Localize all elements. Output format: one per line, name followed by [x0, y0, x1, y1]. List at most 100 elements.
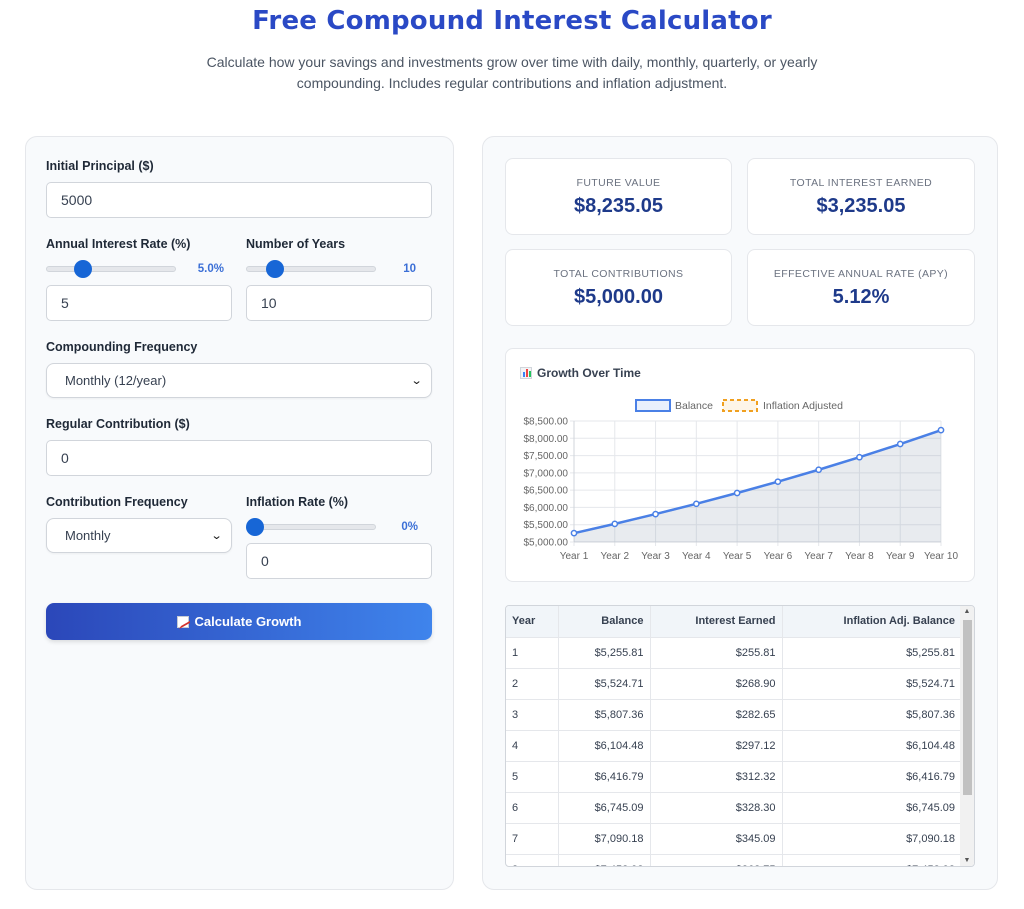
x-tick-label: Year 3: [641, 551, 670, 562]
chart-heading-text: Growth Over Time: [537, 366, 641, 380]
x-tick-label: Year 8: [845, 551, 874, 562]
bar-chart-icon: [520, 367, 532, 379]
table-cell: $7,090.18: [782, 823, 961, 855]
y-tick-label: $5,500.00: [524, 520, 569, 531]
table-cell: $7,090.18: [558, 823, 651, 855]
years-slider-thumb[interactable]: [266, 260, 284, 278]
contributions-label: TOTAL CONTRIBUTIONS: [553, 268, 684, 280]
balance-point: [815, 466, 823, 474]
rate-slider-thumb[interactable]: [74, 260, 92, 278]
table-cell: $7,452.93: [558, 854, 651, 866]
legend-swatch-inflation: [722, 399, 758, 412]
future-value-label: FUTURE VALUE: [576, 177, 661, 189]
interest-earned-value: $3,235.05: [816, 195, 906, 217]
growth-chart: Balance Inflation Adjusted $8,500.00 $8,00…: [524, 399, 959, 562]
table-cell: $6,104.48: [558, 730, 651, 762]
years-input[interactable]: 10: [246, 285, 432, 321]
table-cell: $312.32: [650, 761, 783, 793]
principal-input[interactable]: 5000: [46, 182, 432, 218]
apy-value: 5.12%: [832, 286, 890, 308]
balance-point: [856, 453, 863, 461]
table-cell: $5,807.36: [558, 699, 651, 731]
contribution-freq-select[interactable]: Monthly ⌄: [46, 518, 232, 553]
apy-card: EFFECTIVE ANNUAL RATE (APY) 5.12%: [747, 249, 975, 326]
y-tick-label: $6,500.00: [524, 486, 569, 497]
y-tick-label: $8,000.00: [524, 434, 569, 445]
legend-swatch-balance: [635, 399, 671, 412]
contribution-label: Regular Contribution ($): [46, 417, 190, 431]
rate-input[interactable]: 5: [46, 285, 232, 321]
balance-point: [937, 426, 945, 434]
apy-label: EFFECTIVE ANNUAL RATE (APY): [773, 268, 949, 280]
x-tick-label: Year 5: [723, 551, 752, 562]
contribution-freq-label: Contribution Frequency: [46, 495, 188, 509]
table-cell: $6,104.48: [782, 730, 961, 762]
x-tick-label: Year 1: [560, 551, 589, 562]
chart-heading: Growth Over Time: [520, 366, 641, 380]
table-row: 8$7,452.93$362.75$7,452.93: [506, 854, 961, 866]
input-panel: [25, 136, 454, 890]
y-tick-label: $8,500.00: [524, 417, 569, 428]
table-cell: $5,255.81: [782, 637, 961, 669]
rate-label: Annual Interest Rate (%): [46, 237, 191, 251]
chevron-down-icon: ⌄: [410, 375, 423, 387]
table-row: 1 $5,255.81 $255.81 $5,255.81: [506, 637, 961, 669]
table-cell: $282.65: [650, 699, 783, 731]
table-header: Year: [506, 606, 559, 638]
table-header: Balance: [558, 606, 651, 638]
table-header: Interest Earned: [650, 606, 783, 638]
y-tick-label: $6,000.00: [524, 503, 569, 514]
inflation-slider-thumb[interactable]: [246, 518, 264, 536]
x-tick-label: Year 2: [601, 551, 630, 562]
inflation-label: Inflation Rate (%): [246, 495, 349, 509]
table-row: 3 $5,807.36 $282.65 $5,807.36: [506, 699, 961, 731]
calculate-button[interactable]: Calculate Growth: [46, 603, 432, 640]
table-cell: 4: [506, 730, 559, 762]
scroll-down-icon[interactable]: ▼: [963, 857, 971, 864]
years-slider[interactable]: [246, 259, 376, 279]
balance-point: [733, 489, 741, 497]
table-cell: $6,745.09: [558, 792, 651, 824]
table-cell: 8: [506, 854, 559, 866]
y-tick-label: $7,000.00: [524, 468, 569, 479]
rate-slider[interactable]: [46, 259, 176, 279]
table-cell: 3: [506, 699, 559, 731]
balance-point: [611, 520, 619, 528]
table-cell: 7: [506, 823, 559, 855]
contributions-card: TOTAL CONTRIBUTIONS $5,000.00: [505, 249, 732, 326]
table-cell: $6,416.79: [558, 761, 651, 793]
growth-chart-card: Growth Over Time Balance Inflation Adjust…: [505, 348, 975, 582]
table-row: 5 $6,416.79 $312.32 $6,416.79: [506, 761, 961, 793]
table-header: Inflation Adj. Balance: [782, 606, 961, 638]
contributions-value: $5,000.00: [574, 286, 663, 308]
x-tick-label: Year 10: [924, 551, 959, 562]
table-cell: $7,452.93: [782, 854, 961, 866]
table-row: 2 $5,524.71 $268.90 $5,524.71: [506, 668, 961, 700]
balance-line: [573, 428, 942, 535]
interest-earned-label: TOTAL INTEREST EARNED: [789, 177, 933, 189]
balance-point: [652, 510, 659, 518]
table-cell: $345.09: [650, 823, 783, 855]
table-cell: $268.90: [650, 668, 783, 700]
table-cell: $328.30: [650, 792, 783, 824]
compounding-select-value: Monthly (12/year): [65, 373, 167, 388]
x-tick-label: Year 4: [682, 551, 711, 562]
table-cell: $6,745.09: [782, 792, 961, 824]
scroll-up-icon[interactable]: ▲: [963, 608, 971, 615]
inflation-input[interactable]: 0: [246, 543, 432, 579]
table-cell: $5,807.36: [782, 699, 961, 731]
years-slider-value: 10: [403, 263, 416, 275]
table-scrollbar[interactable]: ▲ ▼: [960, 606, 974, 866]
table-cell: 1: [506, 637, 559, 669]
table-row: 7 $7,090.18 $345.09 $7,090.18: [506, 823, 961, 855]
yearly-table[interactable]: Year Balance Interest Earned Inflation A…: [505, 605, 975, 867]
scroll-thumb[interactable]: [963, 620, 972, 795]
contribution-input[interactable]: 0: [46, 440, 432, 476]
table-cell: $297.12: [650, 730, 783, 762]
inflation-slider[interactable]: [246, 517, 376, 537]
page-subtitle: Calculate how your savings and investmen…: [206, 54, 818, 91]
rate-slider-value: 5.0%: [197, 263, 224, 275]
compounding-select[interactable]: Monthly (12/year) ⌄: [46, 363, 432, 398]
chart-up-icon: [176, 615, 189, 628]
interest-earned-card: TOTAL INTEREST EARNED $3,235.05: [747, 158, 975, 235]
